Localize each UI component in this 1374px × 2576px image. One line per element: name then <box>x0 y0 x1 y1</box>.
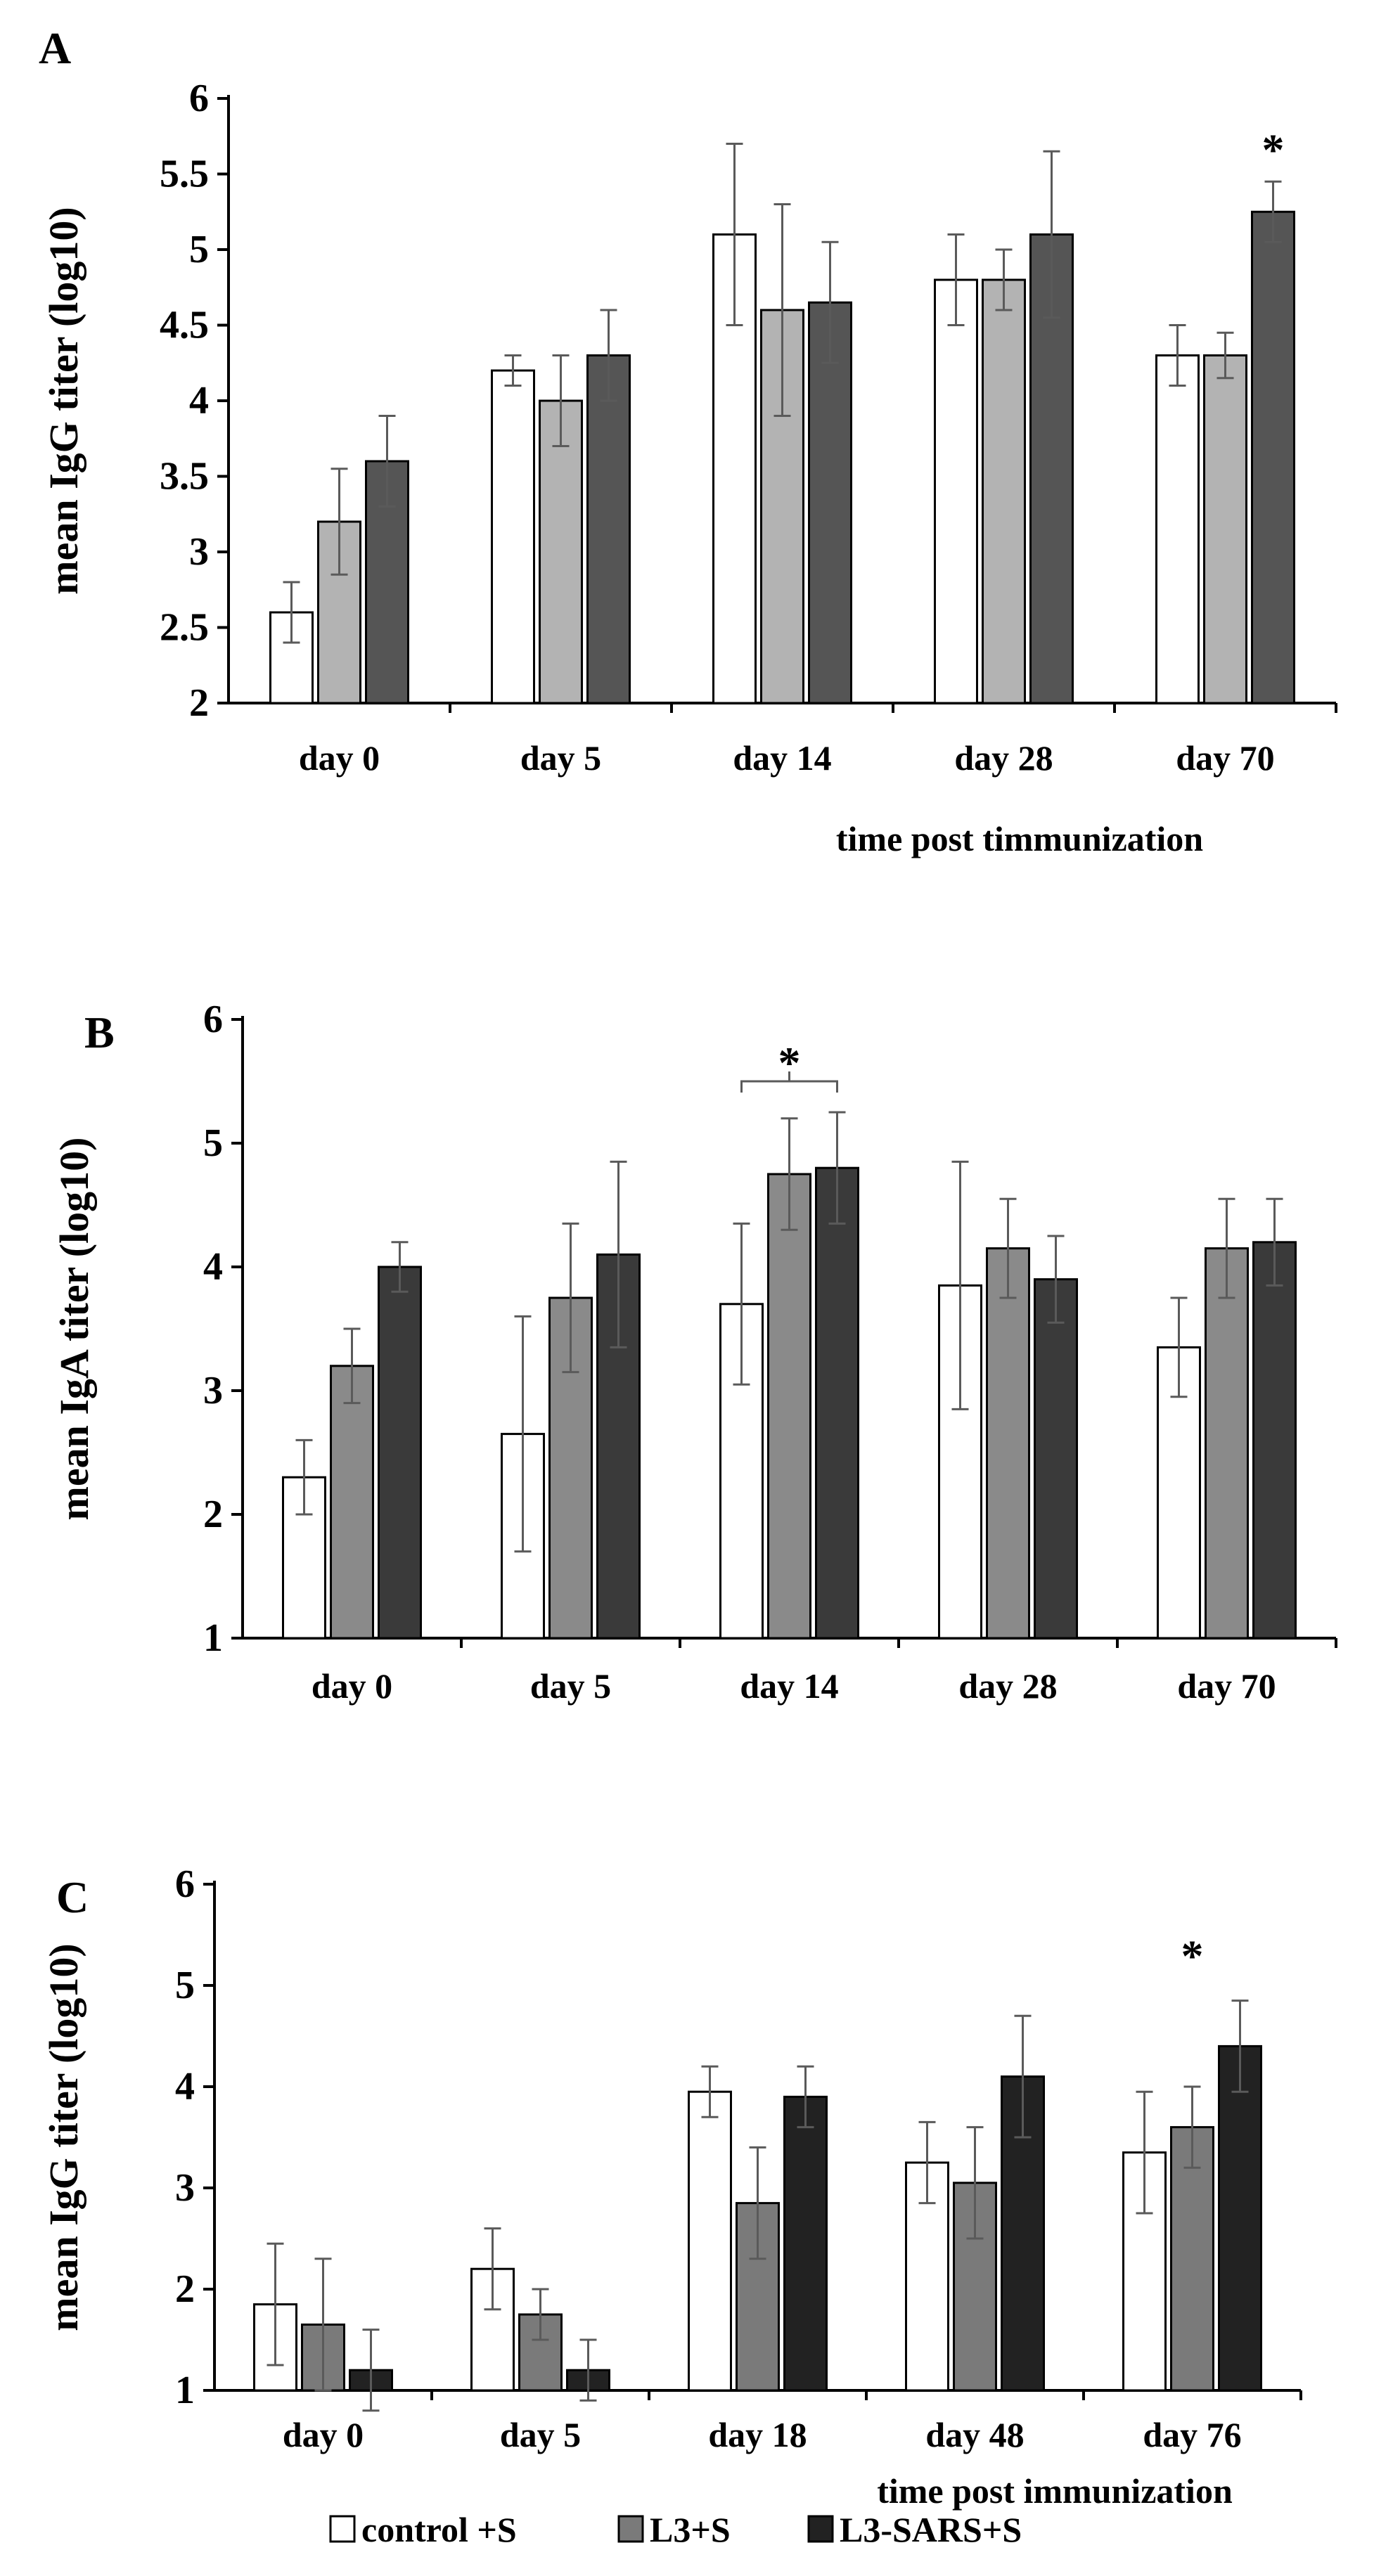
y-tick-label: 4 <box>203 1245 223 1289</box>
y-tick-label: 5 <box>203 1121 223 1165</box>
y-axis-label: mean IgG titer (log10) <box>41 1943 86 2331</box>
y-tick-label: 4 <box>189 379 209 423</box>
y-tick-label: 5.5 <box>160 153 209 196</box>
bar-l3-s-day-5 <box>539 399 583 704</box>
x-category-label: day 14 <box>733 738 831 778</box>
legend-swatch-l3-s <box>617 2515 644 2543</box>
bar-l3-sars-s-day-70 <box>1252 1241 1297 1640</box>
bar-l3-sars-s-day-28 <box>1034 1278 1078 1640</box>
bar-l3-s-day-28 <box>982 278 1026 704</box>
x-category-label: day 0 <box>299 738 380 778</box>
bar-l3-s-day-14 <box>760 309 804 704</box>
legend-label: L3+S <box>650 2510 731 2549</box>
y-tick-label: 2 <box>189 681 209 725</box>
bar-l3-sars-s-day-70 <box>1251 210 1295 704</box>
bar-l3-s-day-70 <box>1205 1247 1249 1640</box>
x-axis-label: time post immunization <box>877 2471 1233 2511</box>
x-category-label: day 70 <box>1177 1666 1276 1706</box>
panel-letter: B <box>84 1007 115 1057</box>
y-tick-label: 2 <box>203 1493 223 1536</box>
legend-swatch-l3-sars-s <box>807 2515 834 2543</box>
significance-star: * <box>1262 125 1285 175</box>
y-tick-label: 1 <box>175 2369 195 2412</box>
y-tick-label: 3 <box>203 1369 223 1412</box>
y-tick-label: 4.5 <box>160 304 209 347</box>
bar-l3-s-day-18 <box>736 2202 780 2392</box>
y-tick-label: 5 <box>175 1964 195 2007</box>
y-tick-label: 6 <box>175 1862 195 1906</box>
bar-l3-sars-s-day-14 <box>808 301 852 704</box>
x-category-label: day 28 <box>954 738 1053 778</box>
bar-control-s-day-5 <box>491 369 535 704</box>
y-tick-label: 4 <box>175 2065 195 2108</box>
bar-l3-sars-s-day-5 <box>586 354 631 704</box>
x-axis-label: time post timmunization <box>836 819 1203 858</box>
bar-control-s-day-18 <box>688 2090 732 2392</box>
bar-l3-s-day-14 <box>767 1173 811 1640</box>
x-category-label: day 0 <box>283 2415 364 2454</box>
bar-control-s-day-70 <box>1155 354 1200 704</box>
y-tick-label: 6 <box>203 998 223 1041</box>
bar-l3-sars-s-day-76 <box>1218 2044 1262 2392</box>
bar-l3-s-day-76 <box>1170 2126 1214 2392</box>
y-tick-label: 3 <box>175 2166 195 2210</box>
y-tick-label: 3.5 <box>160 455 209 498</box>
y-axis-label: mean IgG titer (log10) <box>41 207 86 594</box>
y-axis-label: mean IgA titer (log10) <box>51 1138 97 1521</box>
legend-swatch-control-s <box>329 2515 356 2543</box>
bar-l3-sars-s-day-14 <box>815 1166 859 1640</box>
legend-label: control +S <box>361 2510 517 2549</box>
legend-label: L3-SARS+S <box>840 2510 1022 2549</box>
bar-l3-s-day-0 <box>330 1365 374 1640</box>
y-tick-label: 6 <box>189 77 209 120</box>
bar-l3-s-day-28 <box>986 1247 1030 1640</box>
x-category-label: day 0 <box>312 1666 392 1706</box>
significance-star: * <box>1181 1931 1204 1981</box>
bar-l3-sars-s-day-0 <box>378 1266 422 1640</box>
x-category-label: day 5 <box>530 1666 611 1706</box>
y-tick-label: 1 <box>203 1616 223 1660</box>
bar-l3-sars-s-day-18 <box>783 2095 828 2392</box>
panel-letter: A <box>39 23 71 73</box>
x-category-label: day 70 <box>1176 738 1274 778</box>
x-category-label: day 28 <box>958 1666 1057 1706</box>
x-category-label: day 14 <box>740 1666 838 1706</box>
x-category-label: day 76 <box>1143 2415 1241 2454</box>
bar-l3-s-day-70 <box>1203 354 1247 704</box>
y-tick-label: 5 <box>189 228 209 271</box>
bar-control-s-day-28 <box>934 278 978 704</box>
panel-letter: C <box>56 1872 89 1922</box>
x-category-label: day 18 <box>708 2415 807 2454</box>
y-tick-label: 3 <box>189 530 209 574</box>
y-tick-label: 2 <box>175 2267 195 2311</box>
bar-control-s-day-70 <box>1157 1346 1201 1640</box>
x-category-label: day 5 <box>500 2415 581 2454</box>
x-category-label: day 48 <box>925 2415 1024 2454</box>
y-tick-label: 2.5 <box>160 606 209 650</box>
x-category-label: day 5 <box>520 738 601 778</box>
